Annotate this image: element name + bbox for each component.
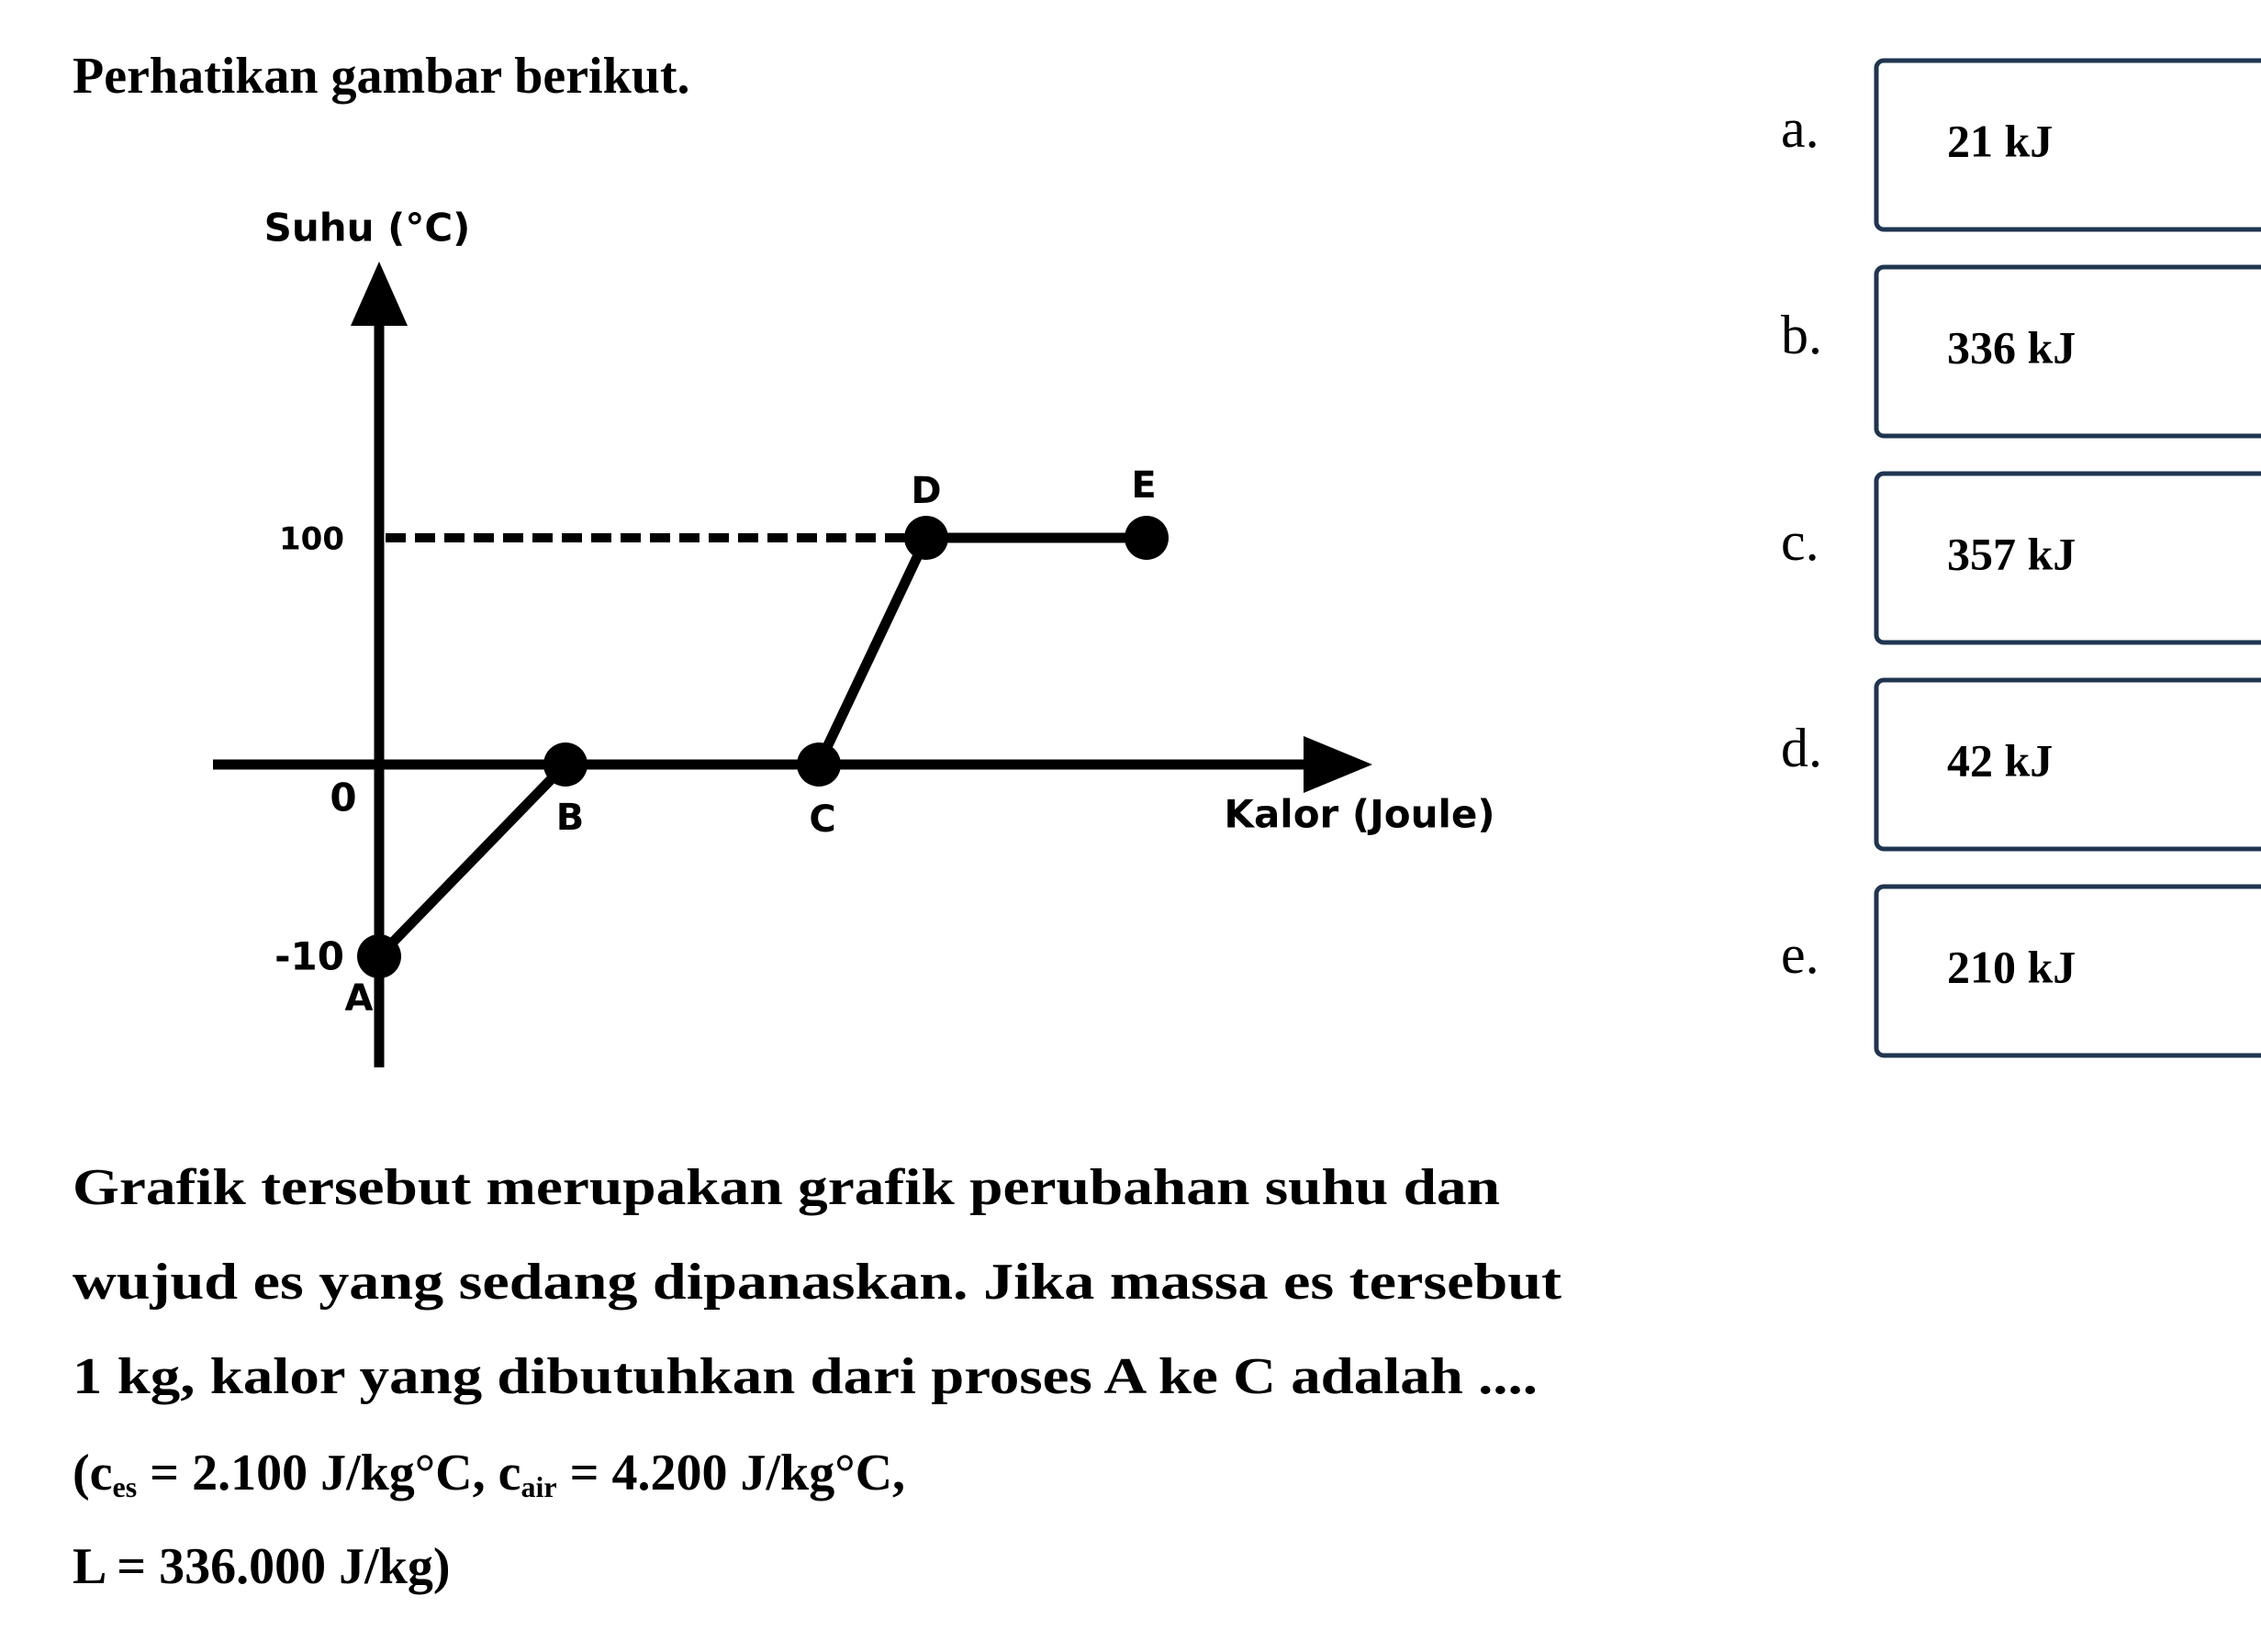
text-line: Grafik tersebut merupakan grafik perubah… [73,1159,1500,1216]
formula-part: L = 336.000 J/kg) [73,1538,451,1595]
text-line: wujud es yang sedang dipanaskan. Jika ma… [73,1254,1561,1311]
tick-label: 100 [279,521,344,558]
subscript: es [113,1470,138,1503]
formula-part: = 2.100 J/kg°C, c [137,1445,520,1501]
option-box [1874,471,2261,645]
option-box [1874,264,2261,439]
option-text: 336 kJ [1947,321,2076,373]
option-text: 357 kJ [1947,528,2076,579]
option-letter: b. [1781,305,1822,365]
point [357,934,401,978]
option-text: 210 kJ [1947,941,2076,992]
option-box [1874,884,2261,1058]
graph-line [375,532,1147,960]
point-label: D [911,470,941,512]
formula-part: (c [73,1445,113,1501]
subscript: air [520,1470,556,1503]
point [797,742,841,787]
options: a. 21 kJ b. 336 kJ c. 357 kJ d. 42 kJ e. 210 kJ [1781,58,2261,1058]
x-axis-label: Kalor (Joule) [1224,792,1494,837]
point-label: C [809,798,835,841]
option-text: 42 kJ [1947,734,2053,786]
graph: Suhu (°C) Kalor (Joule) 100 0 -10 A B C … [213,206,1495,1067]
option-box [1874,58,2261,232]
point-label: B [556,797,585,839]
point [543,742,588,787]
option-letter: c. [1781,511,1819,572]
formula-part: = 4.200 J/kg°C, [557,1445,905,1501]
option[interactable]: b. 336 kJ [1781,264,2261,439]
tick-label: 0 [330,776,356,820]
text-line: 1 kg, kalor yang dibutuhkan dari proses … [73,1348,1538,1405]
option[interactable]: c. 357 kJ [1781,471,2261,645]
y-arrow [351,262,408,326]
formula-line: L = 336.000 J/kg) [73,1538,451,1595]
question-text: Grafik tersebut merupakan grafik perubah… [73,1159,1561,1595]
point [1125,516,1169,560]
option[interactable]: e. 210 kJ [1781,884,2261,1058]
point-label: A [345,977,374,1020]
option-text: 21 kJ [1947,115,2053,166]
title: Perhatikan gambar berikut. [73,48,690,105]
tick-label: -10 [274,934,344,979]
y-axis-label: Suhu (°C) [264,206,471,251]
x-arrow [1304,736,1372,793]
option[interactable]: a. 21 kJ [1781,58,2261,232]
option-letter: d. [1781,718,1822,778]
option[interactable]: d. 42 kJ [1781,677,2261,852]
option-letter: a. [1781,98,1819,159]
option-letter: e. [1781,924,1819,985]
option-box [1874,677,2261,852]
point-label: E [1131,464,1156,507]
formula-line: (ces = 2.100 J/kg°C, cair = 4.200 J/kg°C… [73,1445,905,1504]
point [904,516,948,560]
